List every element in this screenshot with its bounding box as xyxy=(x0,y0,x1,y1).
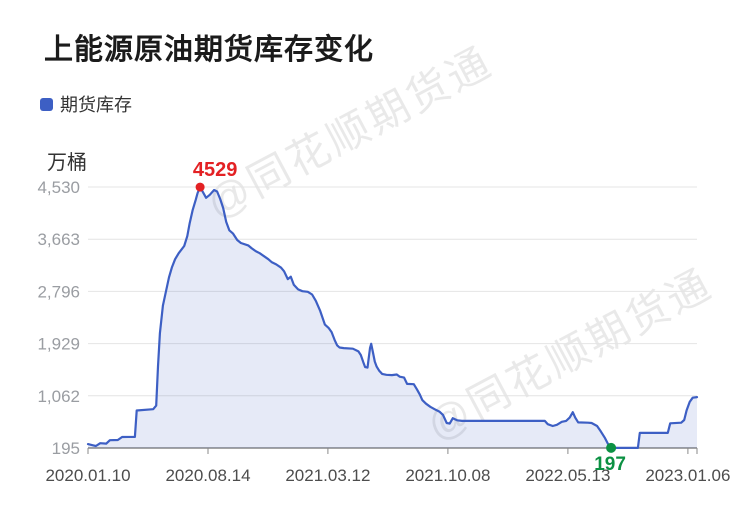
page-title: 上能源原油期货库存变化 xyxy=(44,34,375,66)
y-tick-label: 3,663 xyxy=(37,230,80,249)
x-tick-label: 2020.01.10 xyxy=(45,466,130,485)
y-tick-label: 2,796 xyxy=(37,282,80,301)
x-tick-label: 2023.01.06 xyxy=(645,466,730,485)
x-tick-label: 2022.05.13 xyxy=(525,466,610,485)
max-point-marker xyxy=(195,182,205,192)
x-tick-label: 2020.08.14 xyxy=(165,466,250,485)
x-tick-label: 2021.03.12 xyxy=(285,466,370,485)
y-tick-label: 1,929 xyxy=(37,335,80,354)
series-area xyxy=(88,187,697,448)
x-ticks-group xyxy=(87,448,698,454)
min-point-marker xyxy=(606,442,617,453)
min-annotation: 197 xyxy=(594,454,626,475)
y-tick-label: 1,062 xyxy=(37,387,80,406)
legend-swatch-icon xyxy=(40,97,53,111)
max-annotation: 4529 xyxy=(193,159,238,181)
y-axis-unit-label: 万桶 xyxy=(47,152,87,174)
x-tick-label: 2021.10.08 xyxy=(405,466,490,485)
series-line xyxy=(86,186,699,449)
legend: 期货库存 xyxy=(40,91,132,117)
gridlines-group xyxy=(88,186,697,449)
legend-label: 期货库存 xyxy=(60,95,132,115)
y-tick-label: 195 xyxy=(52,439,80,458)
y-tick-label: 4,530 xyxy=(37,178,80,197)
